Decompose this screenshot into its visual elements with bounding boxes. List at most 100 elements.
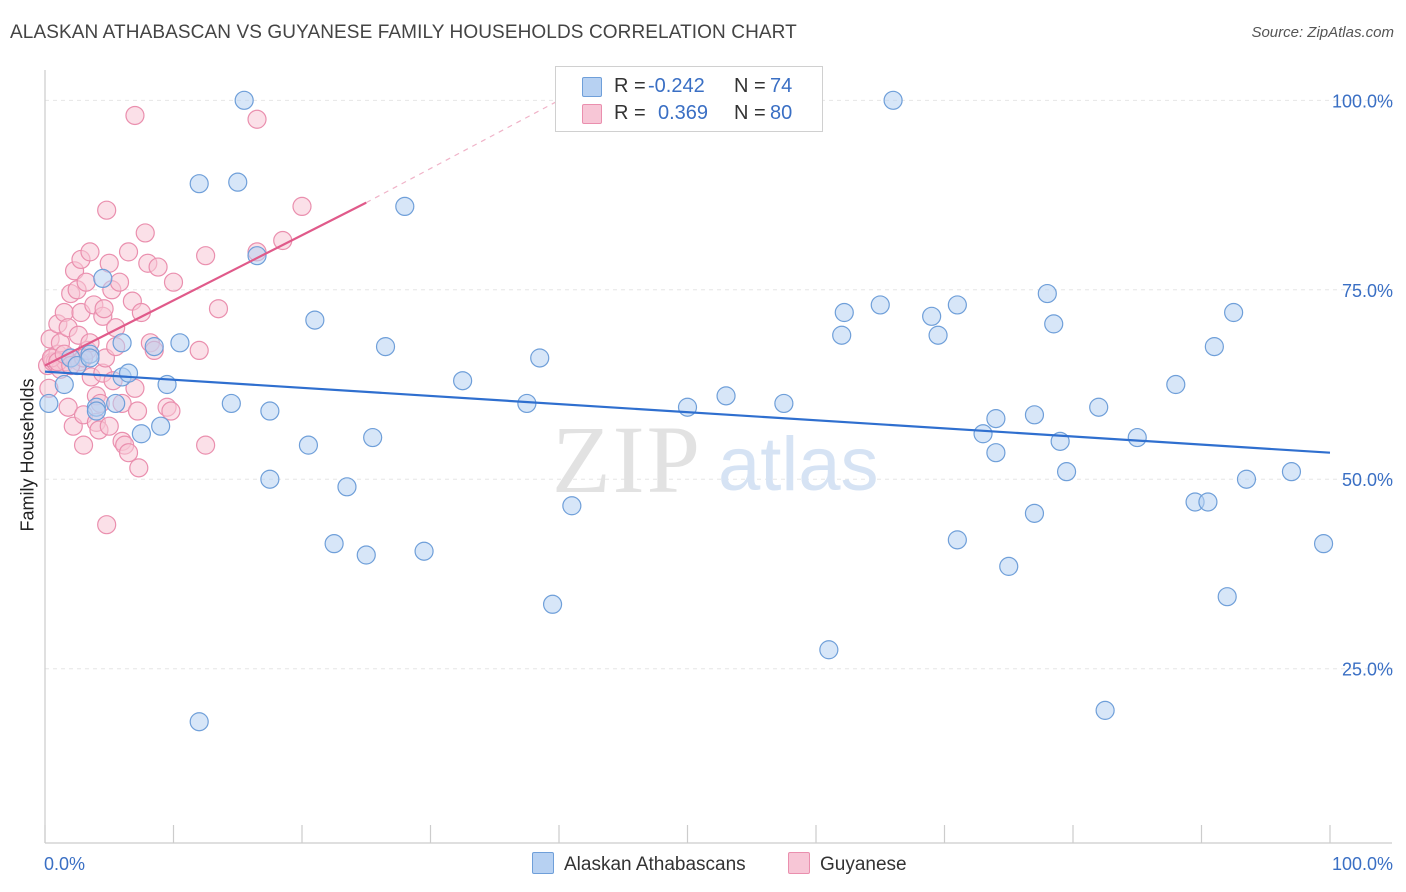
data-point-alaskan-athabascan: [414, 541, 434, 561]
series-alaskan-athabascans: [39, 90, 1334, 732]
data-point-alaskan-athabascan: [356, 545, 376, 565]
bottom-legend-blue: Alaskan Athabascans: [532, 852, 746, 876]
data-point-alaskan-athabascan: [1095, 700, 1115, 720]
data-point-alaskan-athabascan: [530, 348, 550, 368]
data-point-guyanese: [80, 242, 100, 262]
bottom-legend-label-pink: Guyanese: [820, 854, 907, 875]
data-point-alaskan-athabascan: [1056, 462, 1077, 482]
data-point-alaskan-athabascan: [395, 196, 415, 217]
data-point-alaskan-athabascan: [716, 386, 736, 406]
data-point-alaskan-athabascan: [986, 409, 1006, 429]
data-point-alaskan-athabascan: [93, 268, 113, 289]
watermark: ZIP atlas: [552, 406, 879, 513]
data-point-guyanese: [163, 272, 184, 292]
legend-r-label: R =: [614, 102, 646, 124]
data-point-alaskan-athabascan: [922, 306, 942, 326]
data-point-alaskan-athabascan: [260, 469, 280, 489]
data-point-guyanese: [196, 435, 216, 455]
data-point-alaskan-athabascan: [1236, 469, 1257, 489]
data-point-guyanese: [58, 397, 78, 417]
source-label: Source: ZipAtlas.com: [1251, 24, 1394, 41]
correlation-legend: R = -0.242 N = 74 R = 0.369 N = 80: [555, 66, 823, 132]
chart-title: ALASKAN ATHABASCAN VS GUYANESE FAMILY HO…: [10, 22, 797, 43]
bottom-legend-pink: Guyanese: [788, 852, 907, 876]
legend-n-label: N =: [734, 102, 766, 124]
data-point-alaskan-athabascan: [1166, 374, 1186, 395]
data-point-alaskan-athabascan: [54, 374, 74, 395]
watermark-zip: ZIP: [552, 406, 702, 513]
data-point-alaskan-athabascan: [298, 435, 319, 455]
data-point-alaskan-athabascan: [947, 295, 967, 315]
trend-line-guyanese: [44, 201, 367, 367]
data-point-guyanese: [97, 515, 117, 535]
legend-r-label: R =: [614, 75, 646, 97]
data-point-alaskan-athabascan: [228, 172, 248, 192]
data-point-alaskan-athabascan: [170, 333, 190, 353]
legend-r-value-blue: -0.242: [648, 75, 705, 97]
legend-swatch-blue: [582, 77, 602, 97]
data-point-alaskan-athabascan: [305, 310, 325, 330]
data-point-alaskan-athabascan: [234, 90, 254, 110]
data-point-guyanese: [125, 105, 145, 126]
legend-row-pink: R = 0.369 N = 80: [556, 100, 822, 128]
data-point-alaskan-athabascan: [832, 325, 852, 345]
data-point-alaskan-athabascan: [542, 594, 563, 614]
bottom-legend-swatch-blue: [532, 852, 554, 874]
trend-line-alaskan-athabascans: [44, 370, 1331, 454]
series-guyanese: [37, 105, 312, 535]
data-point-alaskan-athabascan: [1024, 503, 1045, 523]
data-point-alaskan-athabascan: [1224, 302, 1244, 323]
tick-labels: 25.0% 50.0% 75.0% 100.0% 0.0% 100.0%: [44, 91, 1393, 874]
legend-r-value-pink: 0.369: [658, 102, 709, 124]
legend-row-blue: R = -0.242 N = 74: [556, 73, 822, 101]
data-point-guyanese: [148, 257, 168, 277]
data-point-alaskan-athabascan: [1313, 534, 1334, 554]
data-point-guyanese: [196, 246, 216, 266]
trend-lines: [44, 99, 1331, 454]
data-point-guyanese: [99, 416, 119, 436]
data-point-guyanese: [208, 299, 229, 319]
data-point-guyanese: [135, 223, 155, 243]
data-point-alaskan-athabascan: [1089, 397, 1109, 417]
y-tick-label: 50.0%: [1342, 470, 1393, 490]
data-point-guyanese: [97, 200, 117, 220]
data-point-guyanese: [273, 230, 293, 251]
data-point-alaskan-athabascan: [39, 393, 59, 414]
data-point-alaskan-athabascan: [562, 496, 582, 516]
data-point-alaskan-athabascan: [151, 416, 171, 436]
data-point-alaskan-athabascan: [189, 712, 209, 732]
data-point-alaskan-athabascan: [1044, 314, 1064, 334]
data-point-guyanese: [292, 196, 312, 217]
data-point-alaskan-athabascan: [106, 393, 126, 414]
data-point-alaskan-athabascan: [144, 337, 164, 357]
data-point-guyanese: [161, 401, 181, 421]
data-point-guyanese: [73, 435, 94, 455]
data-point-alaskan-athabascan: [375, 337, 396, 357]
data-point-alaskan-athabascan: [453, 371, 473, 391]
data-point-guyanese: [127, 401, 148, 421]
trend-line-guyanese-extension: [365, 99, 560, 204]
data-point-alaskan-athabascan: [260, 401, 280, 421]
data-point-alaskan-athabascan: [986, 443, 1006, 463]
data-point-alaskan-athabascan: [1217, 587, 1237, 607]
data-point-alaskan-athabascan: [337, 477, 357, 497]
data-point-alaskan-athabascan: [131, 424, 151, 444]
data-point-alaskan-athabascan: [1024, 405, 1045, 425]
data-point-alaskan-athabascan: [928, 325, 948, 345]
data-point-alaskan-athabascan: [819, 640, 839, 660]
data-point-alaskan-athabascan: [973, 424, 993, 444]
data-point-alaskan-athabascan: [1281, 462, 1302, 482]
legend-n-value-blue: 74: [770, 75, 793, 97]
data-point-alaskan-athabascan: [1204, 337, 1224, 357]
y-tick-label: 100.0%: [1332, 91, 1393, 111]
data-point-alaskan-athabascan: [118, 363, 139, 383]
data-point-guyanese: [109, 272, 130, 292]
data-point-alaskan-athabascan: [189, 174, 209, 194]
legend-swatch-pink: [582, 104, 602, 124]
bottom-legend-label-blue: Alaskan Athabascans: [564, 854, 746, 875]
data-point-guyanese: [94, 299, 114, 319]
data-point-alaskan-athabascan: [774, 393, 794, 414]
watermark-atlas: atlas: [718, 422, 879, 507]
data-point-alaskan-athabascan: [363, 427, 383, 448]
